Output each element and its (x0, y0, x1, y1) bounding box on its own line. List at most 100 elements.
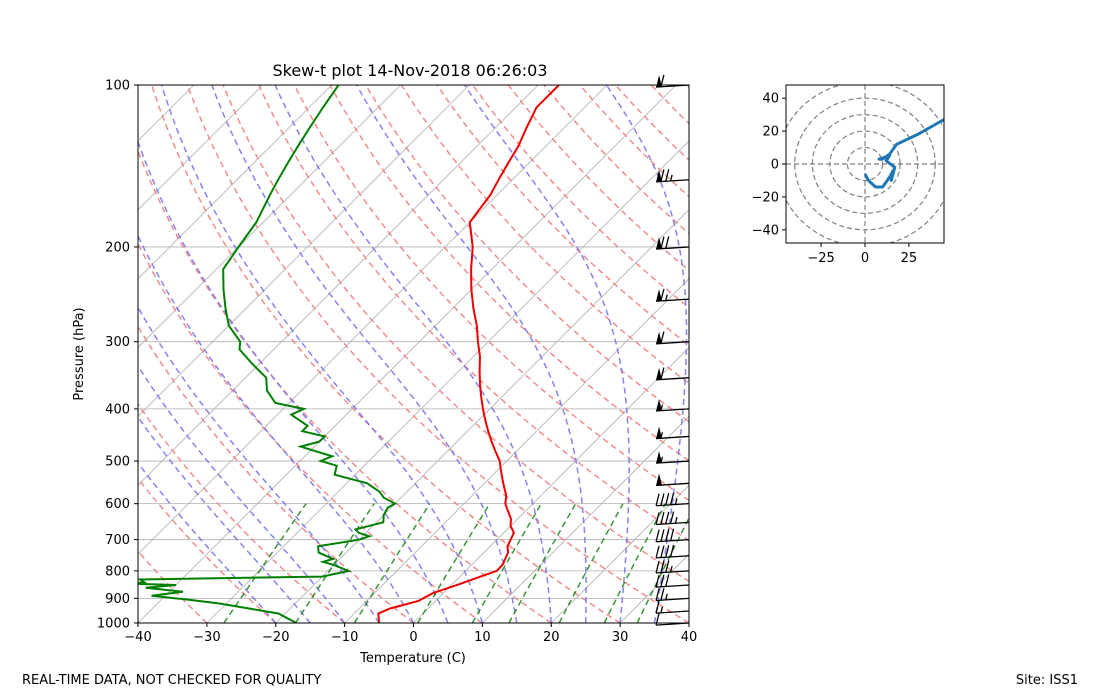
dry-adiabat-line (436, 85, 689, 347)
moist-adiabats (138, 85, 689, 623)
x-tick-label: −40 (124, 630, 151, 645)
x-axis-label: Temperature (C) (359, 651, 466, 666)
dry-adiabat-line (400, 85, 689, 385)
barb-full (655, 493, 660, 506)
wind-barb (656, 426, 690, 440)
wind-barb (656, 473, 690, 487)
hodograph-x-tick-label: 25 (901, 251, 918, 266)
hodograph-y-tick-label: 20 (762, 125, 779, 140)
barb-full (660, 367, 665, 380)
barb-flag (656, 169, 662, 182)
hodograph-x-tick-label: 0 (861, 251, 869, 266)
barb-full (660, 560, 665, 573)
barb-flag (656, 426, 662, 439)
moist-adiabat-line (356, 85, 587, 623)
barb-full (669, 511, 675, 524)
barb-full (660, 493, 665, 506)
y-tick-label: 300 (105, 335, 130, 350)
dry-adiabat-line (614, 85, 689, 162)
y-tick-label: 800 (105, 564, 130, 579)
barb-flag (656, 399, 662, 412)
hodograph-frame (785, 84, 945, 244)
moist-adiabat-line (138, 139, 449, 623)
barb-full (669, 528, 675, 542)
barb-full (655, 574, 660, 588)
isotherm-line (138, 85, 608, 555)
moist-adiabat-line (688, 619, 689, 623)
dry-adiabat-line (138, 477, 277, 623)
dry-adiabat-line (138, 149, 552, 623)
wind-barbs (655, 74, 690, 626)
moist-adiabat-line (463, 85, 630, 623)
moist-adiabat-line (138, 364, 346, 623)
isotherm-line (138, 85, 332, 280)
barb-full (655, 588, 660, 601)
barb-full (660, 288, 665, 302)
barb-full (660, 331, 665, 344)
dry-adiabat-line (293, 85, 689, 502)
barb-full (665, 511, 670, 524)
dry-adiabat-line (758, 85, 1100, 623)
dry-adiabat-line (222, 85, 689, 583)
isotherm-line (413, 346, 689, 623)
moist-adiabat-line (211, 85, 518, 623)
isotherm-line (138, 85, 677, 623)
moist-adiabat-line (160, 85, 484, 623)
barb-half (660, 606, 664, 613)
barb-flag (656, 289, 662, 302)
isotherm-line (138, 85, 539, 486)
isotherm-line (619, 553, 689, 623)
y-tick-label: 500 (105, 455, 130, 470)
skewt-series (138, 85, 560, 623)
barb-flag (656, 237, 662, 250)
barb-full (669, 492, 675, 505)
barb-half (660, 432, 664, 439)
moist-adiabat-line (605, 85, 688, 623)
barb-full (665, 545, 670, 558)
hodograph-rings (786, 85, 944, 243)
y-tick-label: 1000 (97, 617, 130, 632)
dry-adiabat-line (150, 85, 621, 623)
barb-half (669, 565, 673, 573)
pressure-grid (138, 85, 689, 623)
barb-full (660, 545, 665, 558)
barb-full (660, 511, 665, 525)
barb-full (665, 236, 670, 249)
dry-adiabat-line (138, 402, 346, 623)
barb-full (660, 588, 665, 601)
y-tick-label: 900 (105, 592, 130, 607)
y-tick-label: 400 (105, 402, 130, 417)
y-tick-label: 700 (105, 533, 130, 548)
barb-half (674, 517, 678, 524)
isotherm-line (206, 140, 689, 623)
moist-adiabat-line (274, 85, 553, 623)
wind-barb (655, 588, 690, 602)
dry-adiabat-line (138, 325, 414, 623)
wind-barb (655, 544, 690, 559)
x-tick-label: −20 (262, 630, 289, 645)
barb-half (665, 294, 668, 301)
x-tick-label: 30 (612, 630, 629, 645)
barb-half (660, 404, 664, 411)
hodograph-y-tick-label: −20 (752, 190, 779, 205)
isotherm-line (550, 484, 689, 623)
barb-flag (656, 367, 662, 380)
barb-full (669, 544, 675, 558)
wind-barb (656, 331, 690, 345)
x-tick-label: −10 (331, 630, 358, 645)
barb-flag (656, 75, 662, 88)
dry-adiabat-line (365, 85, 689, 423)
barb-full (660, 529, 665, 542)
wind-barb (656, 451, 690, 464)
mixing-ratio-line (471, 503, 542, 623)
x-tick-label: −30 (193, 630, 220, 645)
moist-adiabat-line (138, 415, 311, 623)
temperature-trace (377, 85, 560, 623)
barb-full (665, 169, 670, 182)
mixing-ratio-line (223, 503, 307, 623)
barb-full (655, 529, 660, 542)
dry-adiabat-line (329, 85, 689, 462)
barb-full (660, 236, 665, 249)
isotherm-line (138, 85, 401, 349)
x-tick-label: 40 (681, 630, 698, 645)
